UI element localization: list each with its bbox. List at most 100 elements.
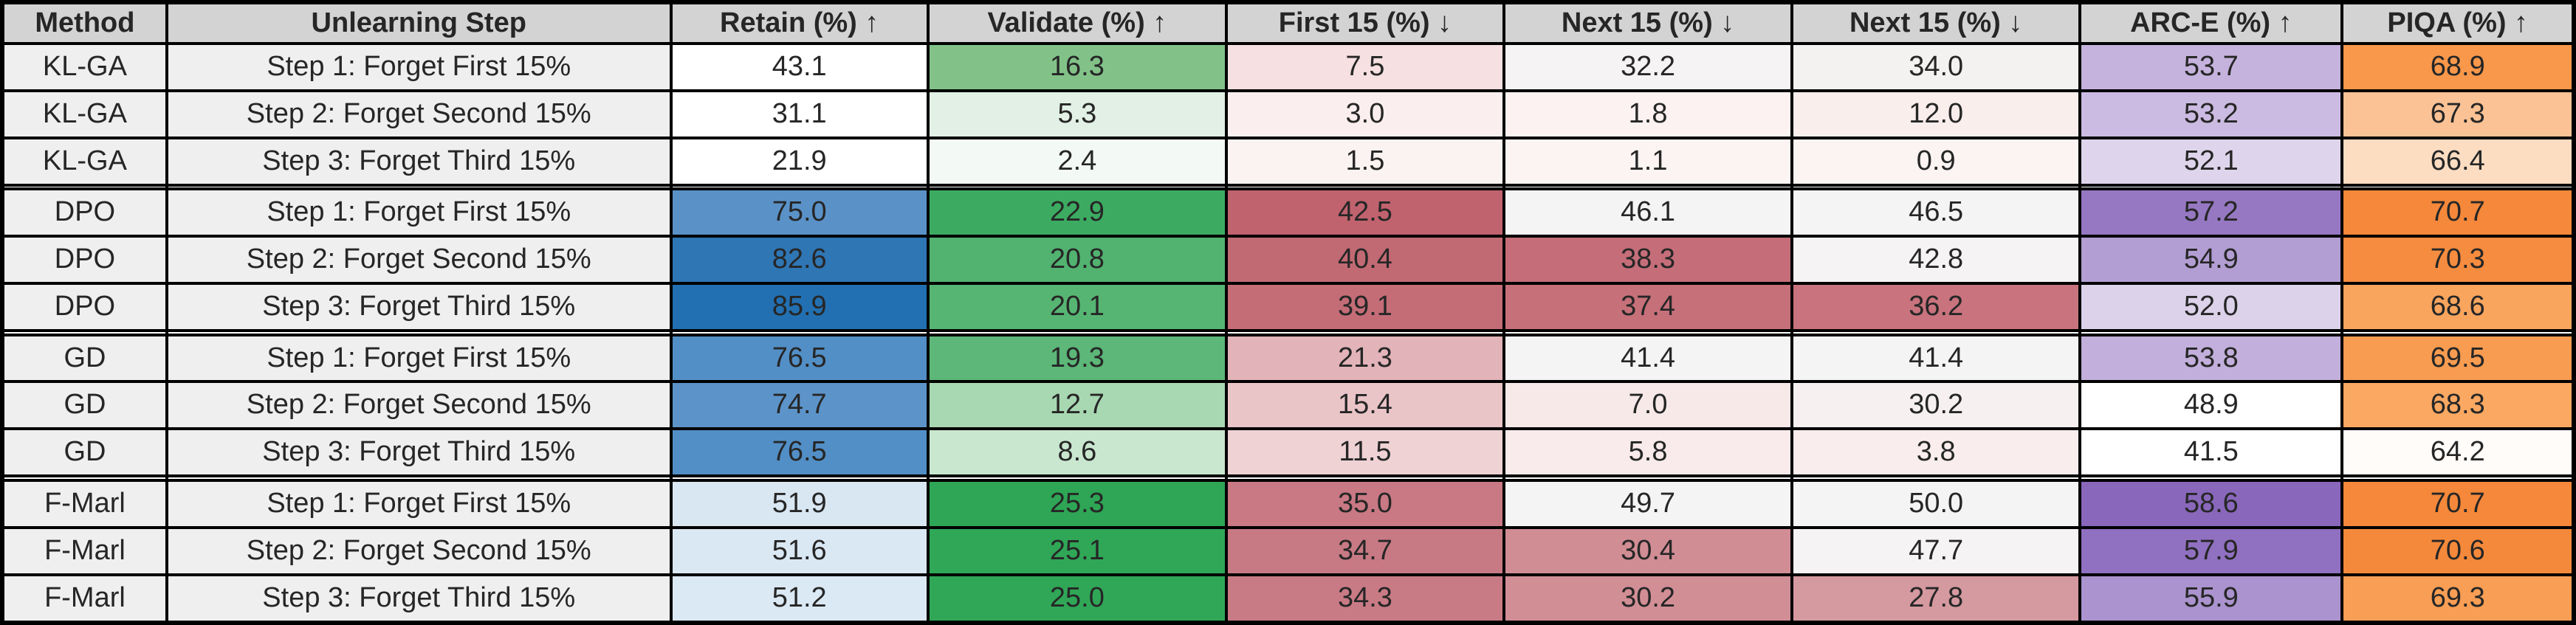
spacer-cell — [1224, 474, 1506, 482]
column-header-first15: First 15 (%) ↓ — [1224, 1, 1506, 45]
value-cell: 57.9 — [2078, 525, 2344, 576]
value-cell: 46.5 — [1790, 187, 2082, 238]
value-cell: 67.3 — [2340, 89, 2575, 139]
spacer-cell — [926, 474, 1228, 482]
value-cell: 3.0 — [1224, 89, 1506, 139]
method-cell: GD — [1, 427, 168, 478]
value-cell: 42.8 — [1790, 235, 2082, 286]
data-row: KL-GA Step 2: Forget Second 15% 31.1 5.3 3.0… — [1, 89, 2575, 139]
step-cell: Step 2: Forget Second 15% — [165, 380, 673, 431]
spacer-cell — [1, 329, 168, 336]
value-cell: 41.4 — [1502, 333, 1794, 384]
spacer-cell — [669, 329, 930, 336]
spacer-cell — [1790, 183, 2082, 191]
value-cell: 7.0 — [1502, 380, 1794, 431]
value-cell: 68.6 — [2340, 282, 2575, 332]
method-cell: F-Marl — [1, 478, 168, 529]
step-cell: Step 2: Forget Second 15% — [165, 89, 673, 139]
value-cell: 12.7 — [926, 380, 1228, 431]
spacer-cell — [669, 183, 930, 191]
value-cell: 58.6 — [2078, 478, 2344, 529]
value-cell: 52.1 — [2078, 136, 2344, 187]
step-cell: Step 3: Forget Third 15% — [165, 136, 673, 187]
value-cell: 34.3 — [1224, 573, 1506, 625]
step-cell: Step 2: Forget Second 15% — [165, 235, 673, 286]
spacer-cell — [165, 474, 673, 482]
step-cell: Step 1: Forget First 15% — [165, 42, 673, 92]
value-cell: 46.1 — [1502, 187, 1794, 238]
method-cell: GD — [1, 333, 168, 384]
value-cell: 68.9 — [2340, 42, 2575, 92]
value-cell: 51.2 — [669, 573, 930, 625]
method-cell: KL-GA — [1, 136, 168, 187]
value-cell: 70.6 — [2340, 525, 2575, 576]
value-cell: 70.3 — [2340, 235, 2575, 286]
value-cell: 1.5 — [1224, 136, 1506, 187]
data-row: GD Step 1: Forget First 15% 76.5 19.3 21.3 41… — [1, 333, 2575, 384]
value-cell: 76.5 — [669, 427, 930, 478]
value-cell: 70.7 — [2340, 187, 2575, 238]
value-cell: 74.7 — [669, 380, 930, 431]
spacer-cell — [926, 183, 1228, 191]
spacer-cell — [926, 329, 1228, 336]
method-cell: DPO — [1, 187, 168, 238]
column-header-method: Method — [1, 1, 168, 45]
data-row: DPO Step 1: Forget First 15% 75.0 22.9 42.5 4… — [1, 187, 2575, 238]
value-cell: 20.8 — [926, 235, 1228, 286]
data-row: KL-GA Step 1: Forget First 15% 43.1 16.3 7.5… — [1, 42, 2575, 92]
column-header-piqa: PIQA (%) ↑ — [2340, 1, 2575, 45]
spacer-cell — [1502, 329, 1794, 336]
step-cell: Step 1: Forget First 15% — [165, 333, 673, 384]
value-cell: 30.2 — [1502, 573, 1794, 625]
value-cell: 54.9 — [2078, 235, 2344, 286]
spacer-cell — [1502, 183, 1794, 191]
column-header-step: Unlearning Step — [165, 1, 673, 45]
value-cell: 19.3 — [926, 333, 1228, 384]
spacer-row — [1, 474, 2575, 482]
column-header-arc-e: ARC-E (%) ↑ — [2078, 1, 2344, 45]
value-cell: 25.3 — [926, 478, 1228, 529]
spacer-cell — [1224, 183, 1506, 191]
spacer-cell — [1502, 474, 1794, 482]
spacer-cell — [165, 329, 673, 336]
method-cell: KL-GA — [1, 89, 168, 139]
method-cell: DPO — [1, 282, 168, 332]
header-row: Method Unlearning Step Retain (%) ↑ Vali… — [1, 1, 2575, 45]
value-cell: 1.1 — [1502, 136, 1794, 187]
value-cell: 66.4 — [2340, 136, 2575, 187]
value-cell: 25.1 — [926, 525, 1228, 576]
column-header-validate: Validate (%) ↑ — [926, 1, 1228, 45]
value-cell: 68.3 — [2340, 380, 2575, 431]
spacer-cell — [1, 183, 168, 191]
value-cell: 51.9 — [669, 478, 930, 529]
value-cell: 8.6 — [926, 427, 1228, 478]
value-cell: 2.4 — [926, 136, 1228, 187]
method-cell: F-Marl — [1, 525, 168, 576]
spacer-cell — [2078, 183, 2344, 191]
value-cell: 30.4 — [1502, 525, 1794, 576]
value-cell: 85.9 — [669, 282, 930, 332]
value-cell: 31.1 — [669, 89, 930, 139]
data-row: DPO Step 3: Forget Third 15% 85.9 20.1 39.1 3… — [1, 282, 2575, 332]
data-row: F-Marl Step 3: Forget Third 15% 51.2 25.0 34… — [1, 573, 2575, 625]
column-header-retain: Retain (%) ↑ — [669, 1, 930, 45]
method-cell: F-Marl — [1, 573, 168, 625]
data-row: GD Step 3: Forget Third 15% 76.5 8.6 11.5 5.8… — [1, 427, 2575, 478]
value-cell: 16.3 — [926, 42, 1228, 92]
value-cell: 30.2 — [1790, 380, 2082, 431]
value-cell: 21.9 — [669, 136, 930, 187]
value-cell: 53.2 — [2078, 89, 2344, 139]
table-header: Method Unlearning Step Retain (%) ↑ Vali… — [1, 1, 2575, 45]
value-cell: 47.7 — [1790, 525, 2082, 576]
value-cell: 40.4 — [1224, 235, 1506, 286]
method-cell: GD — [1, 380, 168, 431]
spacer-row — [1, 183, 2575, 191]
value-cell: 11.5 — [1224, 427, 1506, 478]
value-cell: 53.7 — [2078, 42, 2344, 92]
value-cell: 42.5 — [1224, 187, 1506, 238]
value-cell: 22.9 — [926, 187, 1228, 238]
value-cell: 41.5 — [2078, 427, 2344, 478]
spacer-cell — [2340, 329, 2575, 336]
value-cell: 48.9 — [2078, 380, 2344, 431]
step-cell: Step 3: Forget Third 15% — [165, 282, 673, 332]
